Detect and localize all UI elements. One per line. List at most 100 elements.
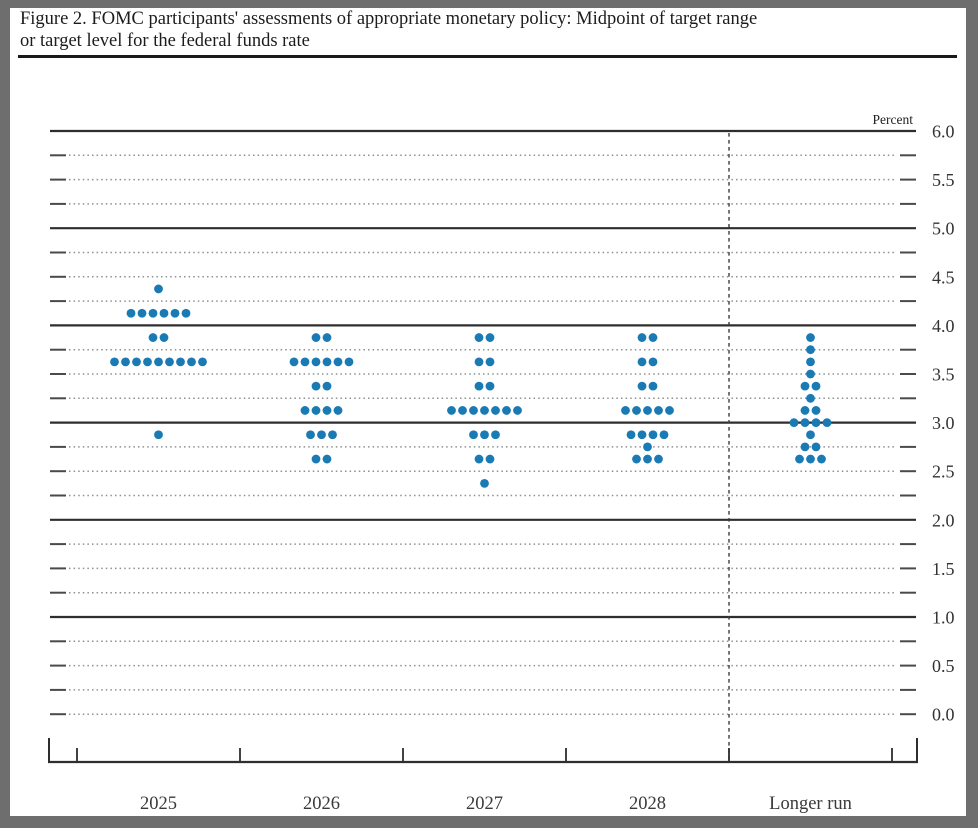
projection-dot (181, 308, 191, 318)
projection-dot (170, 308, 180, 318)
projection-dot (789, 418, 799, 427)
projection-dot (317, 430, 326, 440)
y-tick-label: 6.0 (932, 122, 955, 142)
projection-dot (665, 406, 674, 415)
projection-dot (648, 381, 658, 391)
projection-dot (811, 381, 821, 391)
y-tick-label: 4.5 (932, 267, 955, 287)
projection-dot (165, 357, 174, 367)
projection-dot (806, 369, 815, 379)
projection-dot (132, 357, 141, 367)
figure-title-line2: or target level for the federal funds ra… (20, 31, 310, 51)
projection-dot (474, 357, 484, 367)
projection-dot (648, 430, 658, 440)
projection-dot (806, 345, 815, 355)
projection-dot (474, 333, 484, 342)
projection-dot (154, 284, 163, 294)
projection-dot (344, 357, 354, 367)
y-tick-label: 3.5 (932, 365, 955, 385)
projection-dot (795, 454, 804, 464)
projection-dot (654, 454, 663, 464)
projection-dot (474, 454, 484, 464)
projection-dot (306, 430, 315, 440)
figure-title-line1: Figure 2. FOMC participants' assessments… (20, 9, 758, 29)
projection-dot (159, 308, 169, 318)
category-label: Longer run (769, 794, 852, 814)
figure-title: Figure 2. FOMC participants' assessments… (20, 8, 940, 52)
projection-dot (632, 406, 641, 415)
projection-dot (322, 357, 332, 367)
projection-dot (322, 454, 332, 464)
projection-dot (328, 430, 337, 440)
projection-dot (474, 381, 484, 391)
projection-dot (626, 430, 636, 440)
y-tick-label: 0.0 (932, 705, 955, 725)
projection-dot (632, 454, 641, 464)
projection-dot (187, 357, 196, 367)
projection-dot (469, 430, 478, 440)
projection-dot (485, 381, 495, 391)
projection-dot (300, 406, 310, 415)
projection-dot (806, 430, 815, 440)
projection-dot (121, 357, 130, 367)
projection-dot (154, 357, 163, 367)
projection-dot (513, 406, 522, 415)
projection-dot (648, 333, 658, 342)
projection-dot (110, 357, 119, 367)
projection-dot (637, 357, 647, 367)
projection-dot (637, 430, 647, 440)
projection-dot (300, 357, 310, 367)
projection-dot (806, 454, 815, 464)
projection-dot (126, 308, 136, 318)
projection-dot (491, 406, 500, 415)
projection-dot (333, 357, 343, 367)
projection-dot (322, 381, 332, 391)
projection-dot (502, 406, 511, 415)
projection-dot (311, 454, 321, 464)
projection-dot (800, 406, 810, 415)
y-tick-label: 5.5 (932, 170, 955, 190)
projection-dot (648, 357, 658, 367)
category-label: 2026 (303, 794, 340, 814)
projection-dot (311, 406, 321, 415)
projection-dot (143, 357, 152, 367)
projection-dot (811, 418, 821, 427)
projection-dot (198, 357, 207, 367)
projection-dot (458, 406, 467, 415)
title-rule (18, 55, 957, 58)
projection-dot (637, 381, 647, 391)
projection-dot (480, 478, 489, 488)
projection-dot (485, 454, 495, 464)
projection-dot (806, 393, 815, 403)
y-tick-label: 5.0 (932, 219, 955, 239)
projection-dot (643, 454, 652, 464)
projection-dot (800, 418, 810, 427)
projection-dot (322, 406, 332, 415)
projection-dot (333, 406, 343, 415)
projection-dot (806, 357, 815, 367)
projection-dot (176, 357, 185, 367)
projection-dot (800, 381, 810, 391)
projection-dot (485, 333, 495, 342)
projection-dot (491, 430, 500, 440)
y-tick-label: 1.5 (932, 559, 955, 579)
y-tick-label: 0.5 (932, 656, 955, 676)
projection-dot (811, 406, 821, 415)
projection-dot (822, 418, 832, 427)
projection-dot (311, 381, 321, 391)
projection-dot (806, 333, 815, 342)
projection-dot (811, 442, 821, 452)
projection-dot (643, 442, 652, 452)
projection-dot (485, 357, 495, 367)
y-tick-label: 1.0 (932, 608, 955, 628)
projection-dot (637, 333, 647, 342)
y-tick-label: 3.0 (932, 413, 955, 433)
projection-dot (480, 430, 489, 440)
y-tick-label: 2.0 (932, 510, 955, 530)
projection-dot (148, 308, 158, 318)
category-label: 2025 (140, 794, 177, 814)
projection-dot (621, 406, 630, 415)
y-tick-label: 4.0 (932, 316, 955, 336)
